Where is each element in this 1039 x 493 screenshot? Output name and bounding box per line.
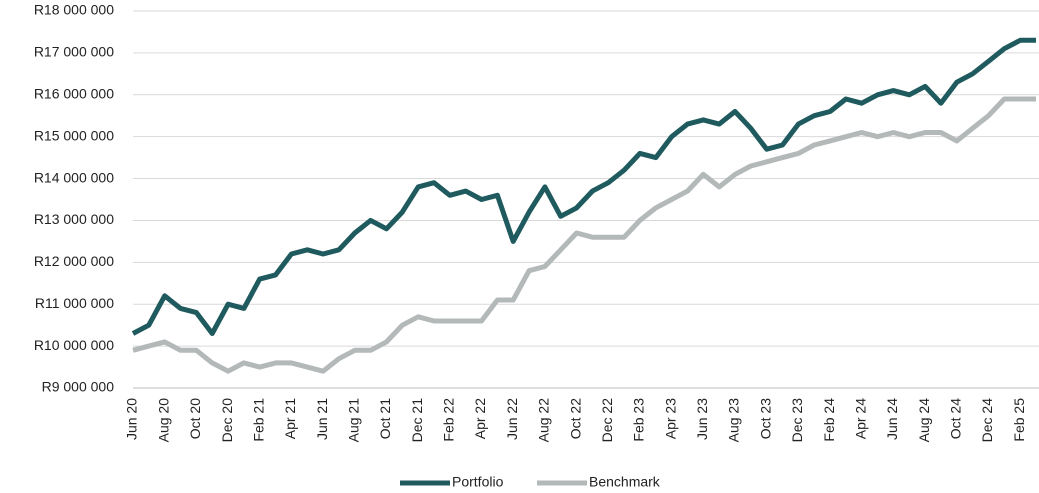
- line-series: [132, 96, 1036, 374]
- x-tick-label: Apr 23: [662, 398, 678, 439]
- x-tick-label: Aug 20: [155, 398, 171, 443]
- x-tick-label: Jun 21: [314, 398, 330, 440]
- x-tick-label: Dec 22: [599, 398, 615, 443]
- legend-label: Portfolio: [452, 474, 504, 490]
- x-tick-label: Oct 23: [757, 398, 773, 439]
- y-tick-label: R15 000 000: [34, 127, 114, 143]
- x-tick-label: Oct 21: [377, 398, 393, 439]
- x-tick-label: Aug 24: [916, 398, 932, 443]
- y-tick-label: R10 000 000: [34, 337, 114, 353]
- x-tick-label: Dec 21: [409, 398, 425, 443]
- x-tick-label: Feb 22: [441, 398, 457, 442]
- x-tick-label: Apr 24: [852, 398, 868, 439]
- x-tick-label: Oct 22: [567, 398, 583, 439]
- y-tick-label: R17 000 000: [34, 44, 114, 60]
- y-tick-label: R12 000 000: [34, 253, 114, 269]
- y-tick-label: R18 000 000: [34, 2, 114, 18]
- y-tick-label: R9 000 000: [42, 379, 115, 395]
- x-tick-label: Feb 25: [1011, 398, 1027, 442]
- x-tick-label: Dec 24: [979, 398, 995, 443]
- x-tick-label: Aug 23: [726, 398, 742, 443]
- x-tick-label: Jun 24: [884, 398, 900, 440]
- x-tick-label: Apr 22: [472, 398, 488, 439]
- x-tick-label: Aug 22: [536, 398, 552, 443]
- x-tick-label: Jun 23: [694, 398, 710, 440]
- y-tick-label: R16 000 000: [34, 85, 114, 101]
- x-tick-label: Jun 22: [504, 398, 520, 440]
- x-tick-label: Apr 21: [282, 398, 298, 439]
- x-tick-label: Feb 23: [631, 398, 647, 442]
- y-tick-label: R11 000 000: [35, 295, 114, 311]
- x-tick-label: Oct 20: [187, 398, 203, 439]
- x-tick-label: Dec 23: [789, 398, 805, 443]
- line-series: [131, 37, 1036, 336]
- x-tick-label: Aug 21: [345, 398, 361, 443]
- legend-label: Benchmark: [589, 474, 661, 490]
- y-tick-label: R14 000 000: [34, 169, 114, 185]
- x-tick-label: Feb 24: [821, 398, 837, 442]
- x-tick-label: Feb 21: [250, 398, 266, 442]
- y-tick-label: R13 000 000: [34, 211, 114, 227]
- x-tick-label: Jun 20: [124, 398, 140, 440]
- x-tick-label: Dec 20: [219, 398, 235, 443]
- x-tick-label: Oct 24: [947, 398, 963, 439]
